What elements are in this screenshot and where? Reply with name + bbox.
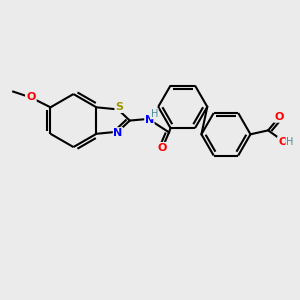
Text: O: O [278,137,288,147]
Text: O: O [274,112,283,122]
Text: N: N [145,115,154,124]
Text: H: H [151,109,158,119]
Text: S: S [115,103,123,112]
Text: O: O [158,143,167,153]
Text: H: H [286,137,293,147]
Text: O: O [26,92,36,103]
Text: N: N [113,128,123,138]
